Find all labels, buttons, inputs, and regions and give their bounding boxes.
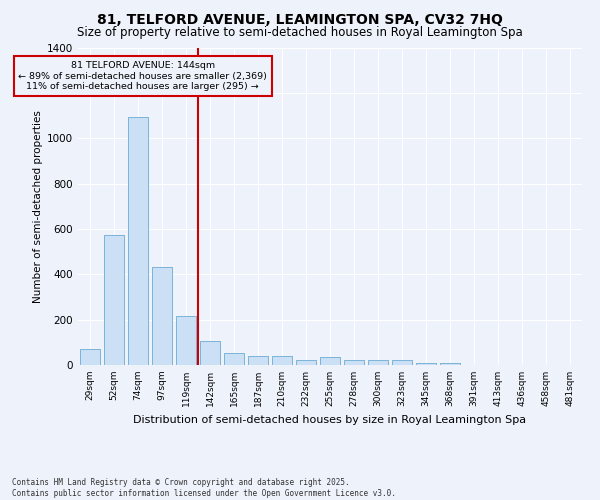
Bar: [368, 360, 388, 365]
Bar: [152, 268, 172, 365]
Bar: [440, 362, 460, 365]
Text: Contains HM Land Registry data © Crown copyright and database right 2025.
Contai: Contains HM Land Registry data © Crown c…: [12, 478, 396, 498]
Text: 81 TELFORD AVENUE: 144sqm
← 89% of semi-detached houses are smaller (2,369)
11% : 81 TELFORD AVENUE: 144sqm ← 89% of semi-…: [19, 61, 267, 91]
Bar: [248, 356, 268, 365]
X-axis label: Distribution of semi-detached houses by size in Royal Leamington Spa: Distribution of semi-detached houses by …: [133, 414, 527, 424]
Y-axis label: Number of semi-detached properties: Number of semi-detached properties: [33, 110, 43, 302]
Bar: [344, 360, 364, 365]
Bar: [104, 234, 124, 365]
Bar: [224, 352, 244, 365]
Text: Size of property relative to semi-detached houses in Royal Leamington Spa: Size of property relative to semi-detach…: [77, 26, 523, 39]
Bar: [416, 362, 436, 365]
Bar: [80, 349, 100, 365]
Bar: [272, 356, 292, 365]
Bar: [176, 316, 196, 365]
Text: 81, TELFORD AVENUE, LEAMINGTON SPA, CV32 7HQ: 81, TELFORD AVENUE, LEAMINGTON SPA, CV32…: [97, 12, 503, 26]
Bar: [320, 357, 340, 365]
Bar: [392, 360, 412, 365]
Bar: [200, 341, 220, 365]
Bar: [128, 116, 148, 365]
Bar: [296, 360, 316, 365]
